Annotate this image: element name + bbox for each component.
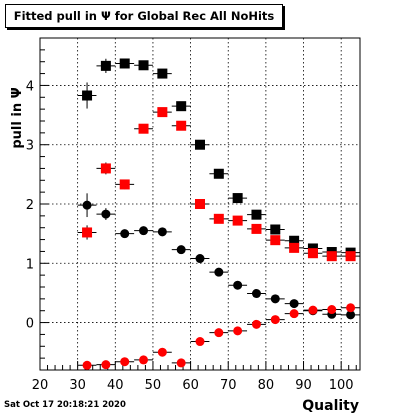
y-tick-label: 3	[26, 139, 34, 154]
data-point	[251, 209, 262, 220]
data-point	[195, 337, 205, 347]
data-point	[101, 360, 111, 370]
data-point	[176, 245, 186, 255]
data-point	[82, 90, 93, 101]
x-tick-label: 50	[145, 378, 162, 393]
y-tick-label: 1	[26, 257, 34, 272]
data-point	[233, 280, 243, 290]
data-point	[213, 213, 224, 224]
data-point	[213, 168, 224, 179]
data-point	[157, 68, 168, 79]
data-point	[289, 235, 300, 246]
data-point	[82, 200, 92, 210]
x-tick-label: 80	[258, 378, 275, 393]
x-tick-label: 20	[32, 378, 49, 393]
data-point	[82, 227, 93, 238]
x-tick-label: 40	[107, 378, 124, 393]
data-point	[100, 60, 111, 71]
x-tick-labels: 20 30 40 50 60 70 80 90 100	[32, 378, 354, 393]
data-point	[308, 305, 318, 315]
y-tick-label: 2	[26, 198, 34, 213]
data-point	[138, 60, 149, 71]
data-point	[251, 319, 261, 329]
series-1	[77, 107, 360, 262]
series-3	[77, 303, 360, 370]
y-axis-label: pull in Ψ	[10, 87, 25, 148]
data-point	[346, 310, 356, 320]
data-point	[176, 120, 187, 131]
data-point	[270, 224, 281, 235]
data-point	[214, 267, 224, 277]
data-point	[214, 328, 224, 338]
data-point	[345, 251, 356, 262]
x-tick-label: 70	[220, 378, 237, 393]
data-point	[289, 242, 300, 253]
data-point	[119, 179, 130, 190]
x-tick-label: 90	[295, 378, 312, 393]
x-tick-label: 100	[329, 378, 354, 393]
data-point	[157, 107, 168, 118]
data-point	[100, 163, 111, 174]
data-point	[233, 326, 243, 336]
data-point	[195, 139, 205, 150]
data-point	[307, 248, 318, 259]
data-point	[270, 294, 280, 304]
data-point	[251, 223, 262, 234]
chart-title: Fitted pull in Ψ for Global Rec All NoHi…	[13, 9, 275, 23]
y-tick-labels: 0 1 2 3 4	[26, 79, 34, 331]
data-point	[326, 251, 337, 262]
data-point	[232, 193, 243, 204]
data-point	[119, 58, 130, 69]
data-point	[270, 235, 281, 246]
data-point	[270, 315, 280, 325]
data-points	[77, 58, 360, 370]
y-tick-label: 0	[26, 317, 34, 332]
data-point	[327, 305, 337, 315]
data-point	[82, 360, 92, 370]
data-point	[120, 357, 130, 367]
data-point	[176, 101, 187, 112]
data-point	[176, 358, 186, 368]
data-point	[139, 355, 149, 365]
series-0	[77, 58, 360, 258]
data-point	[120, 229, 130, 239]
x-axis-label: Quality	[302, 398, 359, 414]
x-tick-label: 30	[69, 378, 86, 393]
data-point	[139, 226, 149, 236]
data-point	[101, 209, 111, 219]
data-point	[195, 254, 205, 264]
chart-title-box: Fitted pull in Ψ for Global Rec All NoHi…	[5, 4, 283, 28]
data-point	[289, 299, 299, 309]
y-tick-label: 4	[26, 79, 34, 94]
timestamp: Sat Oct 17 20:18:21 2020	[4, 400, 126, 410]
data-point	[232, 215, 243, 226]
data-point	[195, 199, 205, 209]
data-point	[251, 289, 261, 299]
data-point	[138, 123, 149, 134]
data-point	[289, 309, 299, 319]
x-tick-label: 60	[182, 378, 199, 393]
data-point	[157, 347, 167, 357]
data-point	[157, 227, 167, 237]
data-point	[346, 303, 356, 313]
